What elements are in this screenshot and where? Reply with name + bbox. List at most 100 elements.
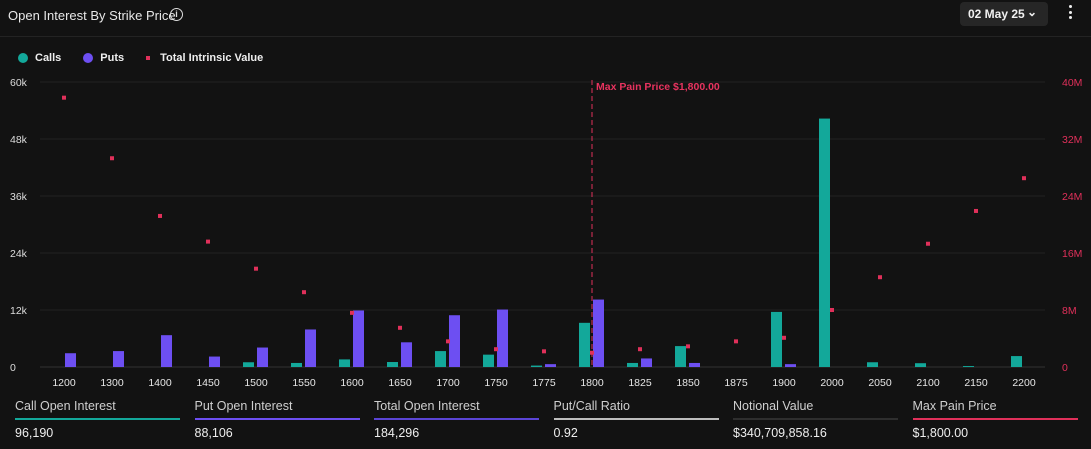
put-bar[interactable]	[65, 353, 76, 367]
stat-label: Max Pain Price	[912, 399, 997, 413]
call-bar[interactable]	[675, 346, 686, 367]
stat-underline	[912, 418, 1078, 420]
put-bar[interactable]	[161, 335, 172, 367]
call-bar[interactable]	[243, 362, 254, 367]
intrinsic-point[interactable]	[830, 308, 834, 312]
intrinsic-point[interactable]	[926, 241, 930, 246]
stat-label: Call Open Interest	[15, 399, 116, 413]
call-bar[interactable]	[1011, 356, 1022, 367]
stat-underline	[374, 418, 539, 420]
x-tick: 1850	[676, 377, 700, 389]
info-icon[interactable]: i	[170, 8, 183, 21]
legend-intrinsic[interactable]: Total Intrinsic Value	[146, 52, 263, 64]
call-bar[interactable]	[771, 311, 782, 367]
call-bar[interactable]	[915, 363, 926, 367]
legend-calls-label: Calls	[35, 52, 62, 64]
chevron-down-icon: ⌄	[1027, 5, 1038, 19]
stat-value: $340,709,858.16	[733, 425, 827, 440]
intrinsic-point[interactable]	[158, 213, 162, 218]
x-tick: 2000	[820, 377, 844, 389]
call-bar[interactable]	[435, 351, 446, 367]
intrinsic-point[interactable]	[110, 156, 114, 161]
stat-label: Put Open Interest	[194, 399, 293, 413]
stat-value: 184,296	[374, 425, 420, 440]
intrinsic-point[interactable]	[446, 339, 450, 344]
intrinsic-point[interactable]	[350, 310, 354, 315]
intrinsic-point[interactable]	[494, 347, 498, 352]
intrinsic-point[interactable]	[974, 208, 978, 213]
x-tick: 2100	[916, 377, 940, 389]
stat-value: $1,800.00	[912, 425, 969, 440]
intrinsic-point[interactable]	[398, 325, 402, 330]
intrinsic-point[interactable]	[1022, 176, 1026, 181]
call-bar[interactable]	[387, 362, 398, 367]
put-bar[interactable]	[209, 356, 220, 367]
put-bar[interactable]	[449, 315, 460, 367]
y-left-tick: 36k	[10, 191, 28, 203]
x-tick: 1900	[772, 377, 796, 389]
put-bar[interactable]	[785, 364, 796, 367]
x-tick: 1775	[532, 377, 556, 389]
intrinsic-point[interactable]	[254, 266, 258, 271]
y-right-tick: 24M	[1062, 191, 1082, 203]
put-bar[interactable]	[113, 351, 124, 367]
put-bar[interactable]	[401, 342, 412, 367]
intrinsic-point[interactable]	[686, 344, 690, 349]
call-bar[interactable]	[963, 366, 974, 367]
legend-puts[interactable]: Puts	[83, 52, 124, 64]
put-bar[interactable]	[497, 309, 508, 367]
stat-total-open-interest: Total Open Interest 184,296	[374, 399, 539, 440]
stat-label: Total Open Interest	[374, 399, 480, 413]
x-tick: 1450	[196, 377, 220, 389]
call-bar[interactable]	[627, 362, 638, 367]
y-left-tick: 12k	[10, 305, 28, 317]
open-interest-chart: 0 0 12k 8M 24k 16M 36k 24M 48k 32M 60k 40M 1200 1300 1…	[10, 77, 1082, 389]
call-bar[interactable]	[339, 359, 350, 367]
stat-label: Put/Call Ratio	[553, 399, 630, 413]
put-bar[interactable]	[593, 299, 604, 367]
x-tick: 1875	[724, 377, 748, 389]
intrinsic-point[interactable]	[62, 95, 66, 100]
x-tick: 1300	[100, 377, 124, 389]
y-left-tick: 60k	[10, 77, 28, 89]
call-bar[interactable]	[867, 362, 878, 367]
date-selector[interactable]: 02 May 25 ⌄	[960, 2, 1048, 26]
y-right-tick: 16M	[1062, 248, 1082, 260]
intrinsic-point[interactable]	[782, 335, 786, 340]
call-bar[interactable]	[483, 354, 494, 367]
x-tick: 1600	[340, 377, 364, 389]
put-bar[interactable]	[641, 358, 652, 367]
y-left-tick: 48k	[10, 134, 28, 146]
intrinsic-point[interactable]	[878, 275, 882, 280]
x-tick: 1825	[628, 377, 652, 389]
date-selector-label: 02 May 25	[968, 7, 1025, 21]
stat-underline	[194, 418, 360, 420]
x-tick: 2050	[868, 377, 892, 389]
x-tick: 2150	[964, 377, 988, 389]
intrinsic-point[interactable]	[734, 339, 738, 344]
y-right-tick: 8M	[1062, 305, 1077, 317]
x-tick: 1700	[436, 377, 460, 389]
put-bar[interactable]	[305, 329, 316, 367]
stat-underline	[553, 418, 719, 420]
x-tick: 1650	[388, 377, 412, 389]
call-bar[interactable]	[531, 365, 542, 367]
call-bar[interactable]	[579, 322, 590, 367]
kebab-menu-icon[interactable]	[1067, 5, 1073, 23]
legend-calls[interactable]: Calls	[18, 52, 61, 64]
intrinsic-point[interactable]	[638, 347, 642, 352]
put-bar[interactable]	[545, 364, 556, 367]
chart-legend: Calls Puts Total Intrinsic Value	[18, 52, 285, 64]
panel-header: Open Interest By Strike Price i 02 May 2…	[0, 0, 1091, 37]
intrinsic-point[interactable]	[206, 239, 210, 244]
intrinsic-swatch	[146, 56, 151, 60]
call-bar[interactable]	[819, 118, 830, 367]
put-bar[interactable]	[353, 310, 364, 367]
intrinsic-point[interactable]	[542, 349, 546, 354]
intrinsic-point[interactable]	[302, 290, 306, 295]
put-bar[interactable]	[689, 362, 700, 367]
intrinsic-point[interactable]	[590, 350, 594, 355]
call-bar[interactable]	[291, 362, 302, 367]
put-bar[interactable]	[257, 347, 268, 367]
y-right-tick: 40M	[1062, 77, 1082, 89]
